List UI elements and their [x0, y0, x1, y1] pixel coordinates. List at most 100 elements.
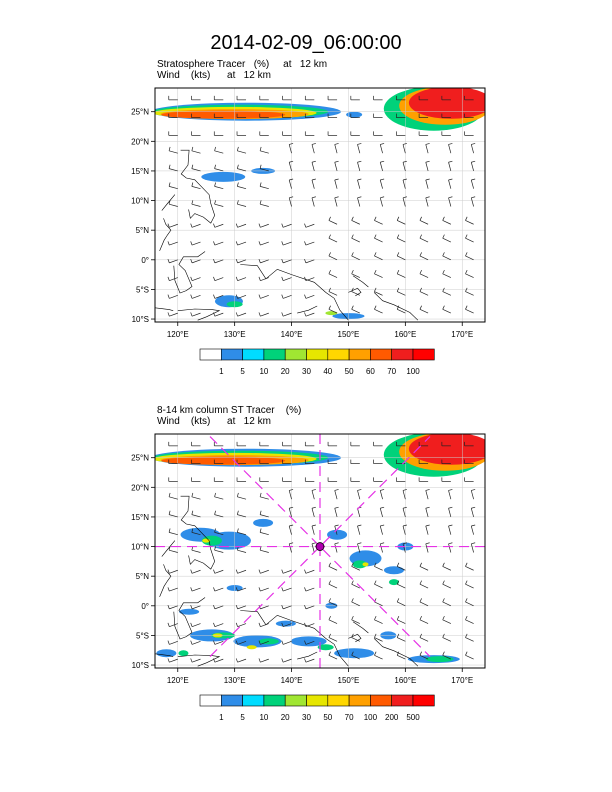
wind-barb-flag — [167, 604, 170, 609]
wind-barb-flag — [419, 287, 422, 292]
wind-barb — [379, 179, 383, 189]
wind-barb-flag — [419, 651, 422, 656]
wind-barb-flag — [351, 252, 354, 257]
wind-barb — [374, 619, 383, 624]
wind-barb — [191, 168, 201, 172]
wind-barb-flag — [213, 587, 216, 592]
wind-barb-flag — [465, 633, 468, 638]
wind-barb-flag — [258, 658, 261, 663]
wind-barb — [191, 295, 201, 299]
map-field — [155, 88, 485, 322]
wind-barb — [282, 641, 292, 645]
wind-barb — [470, 490, 474, 500]
wind-barb-flag — [402, 489, 407, 491]
wind-barb-flag — [214, 164, 216, 169]
wind-barb-flag — [351, 580, 354, 585]
wind-barb — [191, 514, 201, 518]
y-tick-label: 5°N — [136, 226, 150, 235]
wind-barb-flag — [167, 640, 170, 645]
wind-barb-flag — [402, 178, 407, 181]
wind-barb — [237, 641, 247, 645]
wind-barb-flag — [396, 651, 400, 656]
coastline — [348, 287, 362, 297]
wind-barb-flag — [190, 622, 193, 627]
x-tick-label: 170°E — [451, 676, 473, 685]
coastline — [180, 149, 216, 224]
wind-barb — [334, 144, 338, 154]
wind-barb — [168, 168, 178, 172]
wind-barb — [168, 203, 178, 207]
colorbar-swatch — [327, 348, 350, 361]
colorbar-swatch — [306, 694, 329, 707]
wind-barb — [448, 490, 452, 500]
colorbar-label: 30 — [302, 367, 311, 376]
tracer-patch — [253, 518, 274, 527]
x-tick-label: 120°E — [167, 676, 189, 685]
wind-barb — [169, 312, 178, 317]
colorbar-swatch — [263, 694, 286, 707]
wind-barb — [260, 277, 269, 281]
wind-barb — [379, 197, 383, 207]
wind-barb — [168, 514, 178, 518]
wind-barb — [288, 490, 292, 500]
wind-barb-flag — [448, 160, 453, 163]
wind-barb-flag — [357, 160, 362, 163]
wind-barb — [311, 144, 315, 154]
wind-barb-flag — [281, 587, 284, 592]
wind-barb-flag — [465, 252, 468, 257]
wind-barb — [260, 641, 269, 645]
wind-barb — [448, 144, 452, 154]
wind-barb — [357, 525, 361, 535]
wind-barb-flag — [304, 640, 307, 645]
wind-barb-flag — [281, 312, 284, 317]
y-tick-label: 15°N — [131, 513, 149, 522]
wind-barb — [334, 508, 338, 518]
wind-barb — [214, 658, 224, 663]
wind-barb — [214, 241, 224, 246]
wind-barb — [260, 203, 269, 207]
colorbar-label: 100 — [406, 367, 420, 376]
wind-barb-flag — [235, 658, 238, 663]
wind-barb-flag — [380, 506, 385, 509]
coastline — [297, 305, 318, 314]
wind-barb — [288, 508, 292, 518]
wind-barb-flag — [471, 542, 476, 545]
wind-barb — [351, 637, 360, 642]
colorbar-label: 50 — [345, 367, 354, 376]
wind-barb-flag — [425, 506, 430, 509]
wind-barb — [311, 543, 315, 553]
wind-barb-flag — [465, 615, 468, 620]
wind-barb — [214, 277, 224, 281]
wind-barb — [191, 223, 201, 228]
wind-barb — [191, 532, 201, 536]
wind-barb-flag — [213, 569, 216, 574]
coastline — [161, 194, 176, 211]
wind-barb-flag — [357, 178, 362, 181]
wind-barb — [169, 223, 178, 228]
colorbar-label: 100 — [364, 713, 378, 722]
wind-barb — [305, 241, 315, 246]
wind-barb-flag — [328, 598, 331, 603]
wind-barb — [237, 496, 247, 500]
wind-barb-flag — [259, 528, 262, 533]
y-tick-label: 10°N — [131, 197, 149, 206]
jet-patch-ne — [408, 434, 485, 465]
wind-barb-flag — [311, 524, 316, 527]
wind-barb — [260, 168, 269, 172]
wind-barb — [328, 637, 338, 642]
wind-barb-flag — [289, 506, 294, 509]
wind-barb — [328, 255, 338, 261]
wind-barb-flag — [396, 615, 400, 620]
wind-barb-flag — [374, 269, 377, 274]
y-tick-label: 10°N — [131, 543, 149, 552]
wind-barb-flag — [214, 528, 216, 533]
wind-barb-flag — [465, 216, 468, 221]
tracer-patch — [156, 649, 177, 658]
wind-barb-flag — [328, 234, 331, 239]
wind-barb-flag — [396, 305, 400, 310]
colorbar-swatch — [306, 348, 329, 361]
wind-barb-flag — [448, 489, 453, 491]
tracer-patch — [388, 579, 399, 586]
wind-barb — [351, 255, 360, 261]
wind-barb — [282, 223, 292, 228]
